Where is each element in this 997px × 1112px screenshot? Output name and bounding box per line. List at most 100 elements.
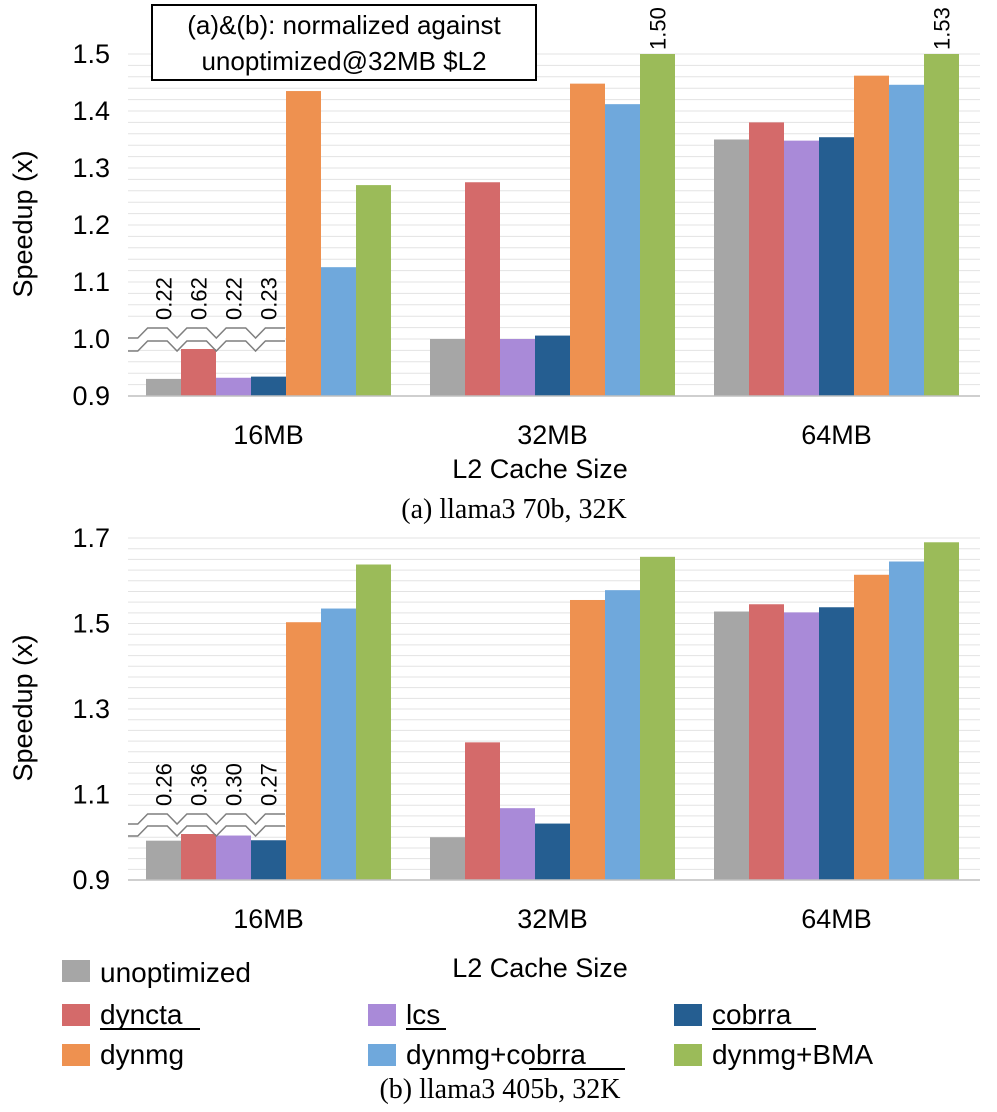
chart-a-ytick-label: 1.1 xyxy=(72,267,110,297)
legend-label-dynmg-bma: dynmg+BMA xyxy=(712,1039,873,1070)
chart-a-bar-lcs-32mb xyxy=(500,339,535,396)
chart-a-bar-dynmg-bma-16mb xyxy=(356,185,391,396)
chart-a-ylabel: Speedup (x) xyxy=(8,150,38,297)
chart-b-category-label: 32MB xyxy=(517,904,588,934)
legend-swatch-dyncta xyxy=(62,1004,90,1026)
chart-a-bar-dyncta-64mb xyxy=(749,122,784,397)
chart-a-bar-unoptimized-16mb xyxy=(146,378,181,396)
chart-a-value-label: 1.50 xyxy=(646,7,671,50)
chart-a-bar-dynmg-16mb xyxy=(286,91,321,397)
chart-a-bar-lcs-64mb xyxy=(784,140,819,396)
legend-label-dynmg-cobrra-prefix: dynmg+ xyxy=(406,1039,506,1070)
legend-label-dyncta: dyncta xyxy=(100,999,183,1030)
chart-b-bar-dynmg-bma-32mb xyxy=(640,556,675,880)
legend-label-dynmg-cobrra-underlined: cobrra xyxy=(506,1039,586,1070)
annotation-box xyxy=(151,4,537,81)
chart-a-bar-cobrra-32mb xyxy=(535,335,570,396)
chart-b-bar-cobrra-64mb xyxy=(819,607,854,880)
chart-a-bar-unoptimized-64mb xyxy=(714,139,749,396)
chart-b-axis-break-line xyxy=(128,813,285,826)
chart-b-ytick-label: 0.9 xyxy=(72,865,110,895)
chart-b-bar-dynmg-cobrra-16mb xyxy=(321,608,356,880)
chart-b-category-label: 16MB xyxy=(233,904,304,934)
chart-a-bar-dynmg-cobrra-32mb xyxy=(605,104,640,396)
legend-swatch-dynmg xyxy=(62,1044,90,1066)
legend-swatch-dynmg-bma xyxy=(674,1044,702,1066)
chart-a-bar-unoptimized-32mb xyxy=(430,339,465,396)
chart-a-ytick-label: 0.9 xyxy=(72,381,110,411)
chart-a-value-label: 1.53 xyxy=(930,7,955,50)
chart-b-ytick-label: 1.1 xyxy=(72,780,110,810)
chart-a-value-label: 0.22 xyxy=(222,277,247,320)
legend-label-lcs: lcs xyxy=(406,999,440,1030)
chart-b-xlabel: L2 Cache Size xyxy=(452,953,628,983)
chart-a-bar-dynmg-bma-32mb xyxy=(640,54,675,396)
annotation-line-2: unoptimized@32MB $L2 xyxy=(201,46,486,76)
chart-a-ytick-label: 1.2 xyxy=(72,210,110,240)
annotation-line-1: (a)&(b): normalized against xyxy=(187,10,501,40)
legend-swatch-lcs xyxy=(368,1004,396,1026)
chart-b-value-label: 0.26 xyxy=(152,763,177,806)
chart-b-bar-dynmg-64mb xyxy=(854,574,889,880)
chart-b-axis-break-line xyxy=(128,825,285,838)
chart-b-bar-dyncta-64mb xyxy=(749,604,784,880)
chart-a-value-label: 0.22 xyxy=(152,277,177,320)
legend: unoptimized dyncta lcs cobrra dynmg dynm… xyxy=(62,957,873,1070)
chart-b-bar-dynmg-16mb xyxy=(286,622,321,880)
legend-label-unoptimized: unoptimized xyxy=(100,957,251,988)
chart-b-bar-unoptimized-16mb xyxy=(146,840,181,880)
chart-b-bar-lcs-16mb xyxy=(216,835,251,880)
legend-label-cobrra: cobrra xyxy=(712,999,792,1030)
legend-swatch-dynmg-cobrra xyxy=(368,1044,396,1066)
chart-a-ytick-label: 1.4 xyxy=(72,96,110,126)
chart-b-bar-unoptimized-64mb xyxy=(714,611,749,880)
chart-a-xlabel: L2 Cache Size xyxy=(452,454,628,484)
chart-a-bar-dynmg-cobrra-64mb xyxy=(889,84,924,396)
chart-b-bar-cobrra-32mb xyxy=(535,823,570,880)
chart-a-bar-dyncta-32mb xyxy=(465,182,500,396)
chart-b-bar-dynmg-32mb xyxy=(570,599,605,880)
chart-a-bar-dynmg-cobrra-16mb xyxy=(321,267,356,396)
chart-a-bar-dyncta-16mb xyxy=(181,344,216,396)
chart-a-bar-dynmg-64mb xyxy=(854,75,889,396)
chart-a-caption: (a) llama3 70b, 32K xyxy=(401,494,627,525)
legend-swatch-unoptimized xyxy=(62,960,90,982)
chart-a-axis-break-line xyxy=(128,327,285,340)
legend-label-dynmg: dynmg xyxy=(100,1039,184,1070)
chart-b-caption: (b) llama3 405b, 32K xyxy=(379,1074,620,1105)
chart-b-bar-dynmg-bma-16mb xyxy=(356,564,391,880)
chart-b-ylabel: Speedup (x) xyxy=(8,634,38,781)
chart-a-category-label: 16MB xyxy=(233,420,304,450)
chart-b-bar-dynmg-cobrra-32mb xyxy=(605,590,640,880)
chart-b-bar-cobrra-16mb xyxy=(251,840,286,880)
chart-a-value-label: 0.23 xyxy=(257,277,282,320)
chart-b-ytick-label: 1.7 xyxy=(72,523,110,553)
chart-b-ytick-label: 1.3 xyxy=(72,694,110,724)
chart-a-axis-break-line xyxy=(128,340,285,353)
chart-b-bar-unoptimized-32mb xyxy=(430,837,465,880)
chart-b-value-label: 0.36 xyxy=(187,763,212,806)
chart-b-axis-break-gap xyxy=(128,812,285,834)
chart-a-bar-cobrra-64mb xyxy=(819,137,854,396)
chart-b-bar-dynmg-bma-64mb xyxy=(924,542,959,880)
chart-b-bar-dyncta-32mb xyxy=(465,742,500,880)
chart-a-bar-dynmg-bma-64mb xyxy=(924,54,959,396)
chart-b-category-label: 64MB xyxy=(801,904,872,934)
chart-b-ytick-label: 1.5 xyxy=(72,609,110,639)
legend-label-dynmg-cobrra: dynmg+cobrra xyxy=(406,1039,586,1070)
chart-a-axis-break-gap xyxy=(128,326,285,349)
chart-a-bar-cobrra-16mb xyxy=(251,376,286,396)
chart-a-ytick-label: 1.5 xyxy=(72,39,110,69)
chart-a-value-label: 0.62 xyxy=(187,277,212,320)
chart-b-bar-lcs-64mb xyxy=(784,612,819,880)
chart-a-ytick-label: 1.3 xyxy=(72,153,110,183)
chart-b-value-label: 0.30 xyxy=(222,763,247,806)
chart-b-bar-dyncta-16mb xyxy=(181,826,216,880)
chart-b-bar-dynmg-cobrra-64mb xyxy=(889,561,924,880)
chart-b-value-label: 0.27 xyxy=(257,763,282,806)
legend-swatch-cobrra xyxy=(674,1004,702,1026)
chart-b-bar-lcs-32mb xyxy=(500,808,535,880)
chart-a-category-label: 64MB xyxy=(801,420,872,450)
chart-a-bar-lcs-16mb xyxy=(216,377,251,396)
